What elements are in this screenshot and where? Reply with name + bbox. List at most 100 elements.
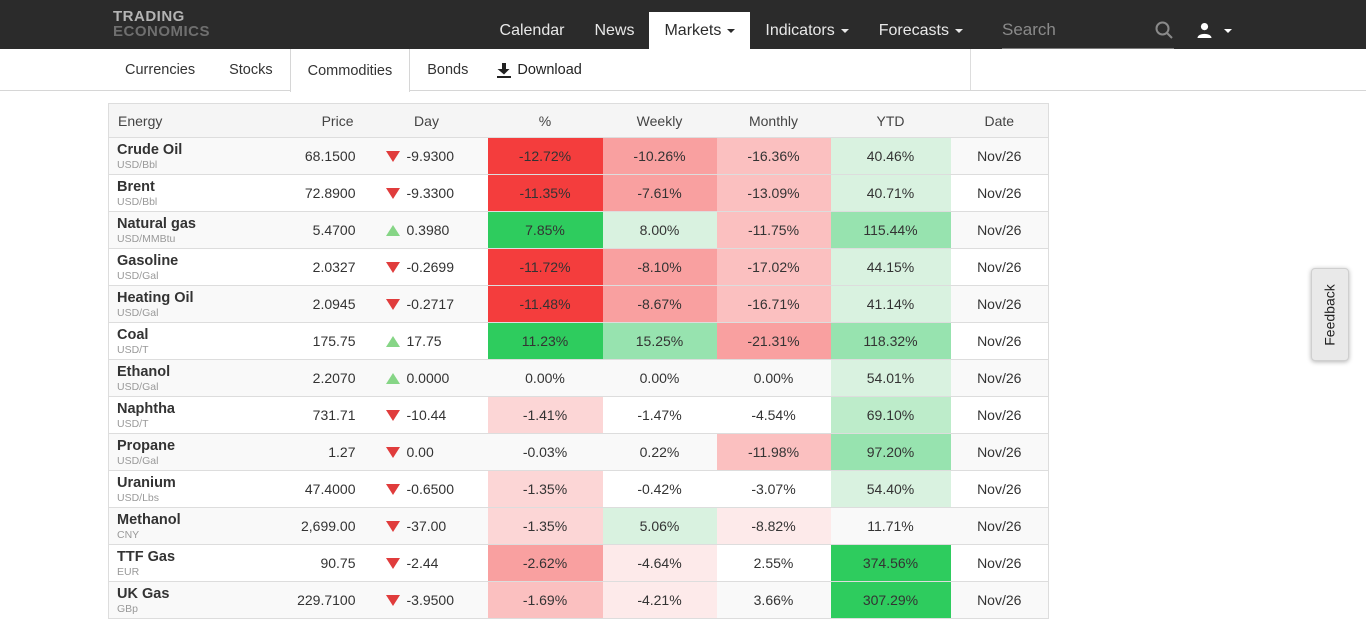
commodity-cell[interactable]: Crude Oil USD/Bbl (109, 138, 251, 175)
column-header-date[interactable]: Date (950, 103, 1049, 138)
ytd-cell: 41.14% (830, 285, 951, 323)
commodity-name[interactable]: Heating Oil (117, 289, 194, 306)
date-cell: Nov/26 (977, 407, 1022, 423)
commodity-cell[interactable]: Naphtha USD/T (109, 397, 251, 434)
nav-item-forecasts[interactable]: Forecasts (864, 12, 978, 49)
caret-down-icon (727, 28, 736, 33)
day-cell: -0.2699 (366, 249, 488, 286)
table-row[interactable]: Propane USD/Gal 1.27 0.00 -0.03% 0.22% -11.98%… (108, 433, 1049, 471)
date-cell: Nov/26 (977, 148, 1022, 164)
column-header-day[interactable]: Day (365, 103, 488, 138)
commodity-name[interactable]: Coal (117, 326, 149, 343)
date-cell: Nov/26 (977, 555, 1022, 571)
monthly-cell: -21.31% (716, 322, 831, 360)
commodity-name[interactable]: Naphtha (117, 400, 175, 417)
percent-cell: -1.69% (487, 581, 603, 619)
table-row[interactable]: UK Gas GBp 229.7100 -3.9500 -1.69% -4.21% 3.66… (108, 581, 1049, 619)
commodity-name[interactable]: Brent (117, 178, 155, 195)
tab-currencies[interactable]: Currencies (125, 62, 196, 78)
tab-stocks[interactable]: Stocks (229, 62, 273, 78)
ytd-cell: 374.56% (830, 544, 951, 582)
table-row[interactable]: Crude Oil USD/Bbl 68.1500 -9.9300 -12.72% -10… (108, 137, 1049, 175)
nav-item-markets[interactable]: Markets (649, 12, 751, 49)
table-row[interactable]: Natural gas USD/MMBtu 5.4700 0.3980 7.85% 8.0… (108, 211, 1049, 249)
price-cell: 2.0327 (312, 259, 356, 275)
commodity-cell[interactable]: Brent USD/Bbl (109, 175, 251, 212)
commodity-cell[interactable]: Coal USD/T (109, 323, 251, 360)
weekly-cell: -8.10% (602, 248, 717, 286)
search-icon[interactable] (1154, 20, 1174, 40)
ytd-cell: 69.10% (830, 396, 951, 434)
commodity-unit: USD/MMBtu (117, 232, 176, 245)
table-row[interactable]: Heating Oil USD/Gal 2.0945 -0.2717 -11.48% -8… (108, 285, 1049, 323)
day-change-value: -3.9500 (406, 592, 454, 608)
column-header-energy[interactable]: Energy (108, 103, 251, 138)
table-row[interactable]: TTF Gas EUR 90.75 -2.44 -2.62% -4.64% 2.55% 374… (108, 544, 1049, 582)
search-input[interactable] (1002, 20, 1154, 40)
table-row[interactable]: Methanol CNY 2,699.00 -37.00 -1.35% 5.06% -8.8… (108, 507, 1049, 545)
commodity-name[interactable]: Natural gas (117, 215, 196, 232)
table-row[interactable]: Naphtha USD/T 731.71 -10.44 -1.41% -1.47% -4.5… (108, 396, 1049, 434)
column-header-price[interactable]: Price (250, 103, 366, 138)
commodity-name[interactable]: UK Gas (117, 585, 170, 602)
commodity-cell[interactable]: Natural gas USD/MMBtu (109, 212, 251, 249)
table-row[interactable]: Ethanol USD/Gal 2.2070 0.0000 0.00% 0.00% 0.00… (108, 359, 1049, 397)
column-header-weekly[interactable]: Weekly (602, 103, 717, 138)
tab-bonds[interactable]: Bonds (427, 62, 469, 78)
nav-item-indicators[interactable]: Indicators (750, 12, 863, 49)
commodity-name[interactable]: Gasoline (117, 252, 179, 269)
commodity-name[interactable]: Methanol (117, 511, 181, 528)
weekly-cell: -7.61% (602, 174, 717, 212)
commodity-cell[interactable]: Uranium USD/Lbs (109, 471, 251, 508)
commodity-cell[interactable]: Ethanol USD/Gal (109, 360, 251, 397)
table-row[interactable]: Brent USD/Bbl 72.8900 -9.3300 -11.35% -7.61% -… (108, 174, 1049, 212)
monthly-cell: -13.09% (716, 174, 831, 212)
commodity-name[interactable]: Uranium (117, 474, 176, 491)
commodity-cell[interactable]: Methanol CNY (109, 508, 251, 545)
feedback-button[interactable]: Feedback (1311, 268, 1349, 361)
markets-subnav: Currencies Stocks Commodities Bonds Down… (0, 49, 1366, 92)
up-triangle-icon (385, 224, 400, 236)
ytd-cell: 307.29% (830, 581, 951, 619)
price-cell: 90.75 (320, 555, 356, 571)
day-cell: -0.6500 (366, 471, 488, 508)
nav-item-news[interactable]: News (594, 21, 635, 39)
table-row[interactable]: Coal USD/T 175.75 17.75 11.23% 15.25% -21.31% 1… (108, 322, 1049, 360)
table-row[interactable]: Gasoline USD/Gal 2.0327 -0.2699 -11.72% -8.10… (108, 248, 1049, 286)
commodity-cell[interactable]: Propane USD/Gal (109, 434, 251, 471)
user-menu[interactable] (1188, 12, 1240, 49)
ytd-cell: 115.44% (830, 211, 951, 249)
table-row[interactable]: Uranium USD/Lbs 47.4000 -0.6500 -1.35% -0.42%… (108, 470, 1049, 508)
column-header-ytd[interactable]: YTD (830, 103, 951, 138)
nav-item-markets-label: Markets (664, 21, 722, 39)
weekly-cell: -8.67% (602, 285, 717, 323)
logo-line1: TRADING (113, 8, 185, 25)
commodity-unit: USD/Lbs (117, 491, 160, 504)
tab-commodities[interactable]: Commodities (289, 49, 411, 92)
column-header-percent[interactable]: % (487, 103, 603, 138)
percent-cell: -1.35% (487, 470, 603, 508)
commodity-name[interactable]: Propane (117, 437, 176, 454)
price-cell: 229.7100 (297, 592, 356, 608)
commodity-cell[interactable]: Heating Oil USD/Gal (109, 286, 251, 323)
commodities-table: Energy Price Day % Weekly Monthly YTD Da… (108, 103, 1049, 619)
nav-item-calendar[interactable]: Calendar (499, 21, 565, 39)
monthly-cell: -11.75% (716, 211, 831, 249)
commodity-cell[interactable]: Gasoline USD/Gal (109, 249, 251, 286)
commodity-name[interactable]: Crude Oil (117, 141, 183, 158)
column-header-monthly[interactable]: Monthly (716, 103, 831, 138)
commodity-cell[interactable]: TTF Gas EUR (109, 545, 251, 582)
monthly-cell: -16.71% (716, 285, 831, 323)
up-triangle-icon (385, 372, 400, 384)
download-label: Download (517, 62, 582, 78)
date-cell: Nov/26 (977, 481, 1022, 497)
commodity-name[interactable]: Ethanol (117, 363, 171, 380)
date-cell: Nov/26 (977, 592, 1022, 608)
commodity-cell[interactable]: UK Gas GBp (109, 582, 251, 619)
weekly-cell: 5.06% (602, 507, 717, 545)
day-cell: -3.9500 (366, 582, 488, 619)
logo[interactable]: TRADING ECONOMICS (113, 0, 210, 49)
commodity-name[interactable]: TTF Gas (117, 548, 176, 565)
download-button[interactable]: Download (485, 49, 594, 91)
price-cell: 72.8900 (304, 185, 356, 201)
